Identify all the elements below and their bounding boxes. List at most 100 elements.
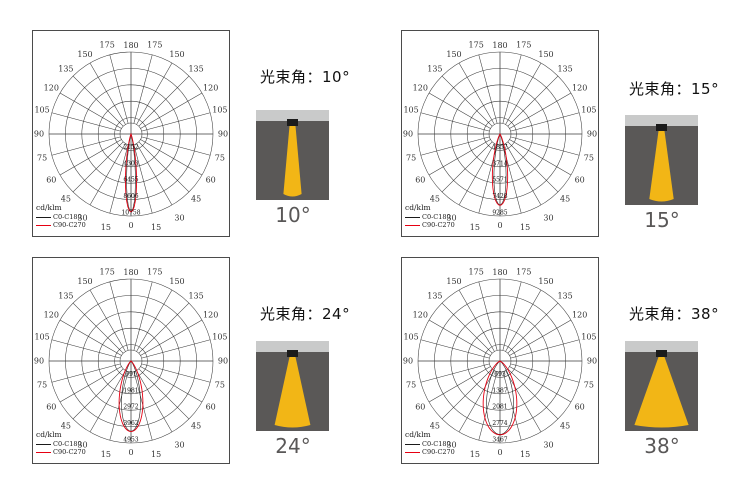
light-fixture	[287, 350, 298, 357]
ceiling-strip	[256, 110, 329, 121]
svg-text:30: 30	[446, 441, 456, 450]
svg-text:30: 30	[446, 214, 456, 223]
svg-text:10758: 10758	[121, 210, 140, 217]
svg-text:150: 150	[446, 277, 461, 286]
svg-text:180: 180	[492, 41, 507, 50]
svg-text:2972: 2972	[123, 404, 138, 411]
legend-label: C0-C180	[53, 440, 82, 449]
light-fixture	[287, 119, 298, 126]
svg-text:120: 120	[413, 311, 428, 320]
black-line-swatch	[36, 444, 51, 446]
red-line-swatch	[405, 451, 420, 453]
beam-figure-38	[625, 341, 698, 431]
svg-text:15: 15	[151, 223, 161, 232]
svg-text:2774: 2774	[492, 420, 507, 427]
ring-value-labels: 991 1981 2972 3962 4953	[123, 371, 138, 444]
svg-text:60: 60	[415, 403, 425, 412]
svg-text:75: 75	[584, 380, 594, 389]
svg-text:60: 60	[415, 176, 425, 185]
svg-text:105: 105	[34, 106, 49, 115]
beam-angle-caption-38: 38°	[644, 434, 680, 458]
ring-value-labels: 1857 3714 5571 7428 9285	[492, 144, 507, 217]
legend-row-c0-c180: C0-C180	[405, 440, 455, 448]
svg-text:105: 105	[212, 106, 227, 115]
svg-text:135: 135	[557, 64, 572, 73]
svg-text:60: 60	[575, 403, 585, 412]
svg-text:75: 75	[37, 153, 47, 162]
curve-c90-c270	[124, 132, 138, 213]
svg-text:180: 180	[492, 268, 507, 277]
polar-grid	[48, 51, 214, 217]
chart-legend: cd/klm C0-C180 C90-C270	[405, 431, 455, 456]
svg-text:45: 45	[191, 422, 201, 431]
ceiling-strip	[256, 341, 329, 352]
svg-text:15: 15	[470, 223, 480, 232]
svg-text:45: 45	[560, 195, 570, 204]
svg-text:90: 90	[403, 130, 413, 139]
svg-text:105: 105	[403, 333, 418, 342]
svg-text:135: 135	[427, 64, 442, 73]
beam-angle-title-38: 光束角：38°	[629, 305, 720, 323]
svg-text:30: 30	[77, 214, 87, 223]
legend-label: C0-C180	[422, 213, 451, 222]
svg-text:6455: 6455	[123, 177, 138, 184]
svg-text:60: 60	[206, 403, 216, 412]
svg-text:175: 175	[469, 41, 484, 50]
legend-unit-label: cd/klm	[405, 430, 431, 440]
svg-text:0: 0	[497, 221, 502, 230]
polar-chart-box-15deg: 0 15 15 30 30 45 45 60 60 75 75 90 90 105 105 120 120 135…	[401, 30, 599, 237]
svg-text:175: 175	[100, 268, 115, 277]
chart-legend: cd/klm C0-C180 C90-C270	[36, 431, 86, 456]
svg-text:150: 150	[446, 50, 461, 59]
red-line-swatch	[36, 224, 51, 226]
svg-text:45: 45	[560, 422, 570, 431]
svg-text:75: 75	[215, 153, 225, 162]
polar-chart-svg: 0 15 15 30 30 45 45 60 60 75 75 90 90 105 105 120 120 135…	[403, 41, 597, 233]
angle-labels: 0 15 15 30 30 45 45 60 60 75 75 90 90 105 105 120 120 135…	[403, 268, 597, 460]
legend-row-c0-c180: C0-C180	[405, 213, 455, 222]
svg-text:120: 120	[44, 311, 59, 320]
beam-angle-caption-24: 24°	[275, 434, 311, 458]
svg-text:30: 30	[174, 214, 184, 223]
svg-text:90: 90	[218, 130, 228, 139]
svg-text:1387: 1387	[492, 387, 507, 394]
svg-text:15: 15	[470, 450, 480, 459]
legend-unit-label: cd/klm	[36, 430, 62, 440]
svg-text:45: 45	[191, 195, 201, 204]
svg-text:105: 105	[212, 333, 227, 342]
svg-text:135: 135	[557, 291, 572, 300]
svg-text:45: 45	[61, 195, 71, 204]
svg-text:693: 693	[494, 371, 506, 378]
ceiling-strip	[625, 115, 698, 126]
light-fixture	[656, 350, 667, 357]
svg-text:2152: 2152	[123, 144, 138, 151]
legend-label: C90-C270	[53, 447, 86, 456]
svg-text:5571: 5571	[492, 177, 507, 184]
svg-text:120: 120	[572, 84, 587, 93]
polar-chart-svg: 0 15 15 30 30 45 45 60 60 75 75 90 90 105 105 120 120 135…	[403, 268, 597, 460]
polar-grid	[417, 278, 583, 444]
svg-text:30: 30	[77, 441, 87, 450]
svg-text:3467: 3467	[492, 437, 507, 444]
svg-text:15: 15	[520, 450, 530, 459]
svg-text:30: 30	[543, 441, 553, 450]
svg-text:4953: 4953	[123, 437, 138, 444]
beam-angle-caption-10: 10°	[275, 203, 311, 227]
svg-text:180: 180	[123, 41, 138, 50]
svg-text:150: 150	[169, 50, 184, 59]
curve-c90-c270	[482, 360, 518, 436]
svg-text:75: 75	[406, 153, 416, 162]
svg-text:120: 120	[572, 311, 587, 320]
polar-chart-box-10deg: 0 15 15 30 30 45 45 60 60 75 75 90 90 105 105 120 120 135…	[32, 30, 230, 237]
ring-value-labels: 2152 4303 6455 8606 10758	[121, 144, 140, 217]
polar-grid	[48, 278, 214, 444]
ring-value-labels: 693 1387 2081 2774 3467	[492, 371, 507, 444]
beam-angle-caption-15: 15°	[644, 208, 680, 232]
beam-angle-title-15: 光束角：15°	[629, 80, 720, 98]
angle-labels: 0 15 15 30 30 45 45 60 60 75 75 90 90 105 105 120 120 135…	[403, 41, 597, 233]
svg-text:90: 90	[34, 357, 44, 366]
beam-angle-title-10: 光束角：10°	[260, 68, 351, 86]
svg-text:0: 0	[128, 221, 133, 230]
svg-text:60: 60	[575, 176, 585, 185]
